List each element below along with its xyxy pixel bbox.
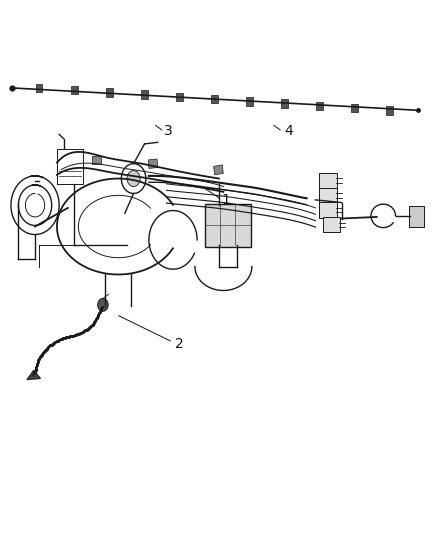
Bar — [71, 86, 78, 94]
Bar — [106, 88, 113, 96]
FancyBboxPatch shape — [409, 206, 424, 227]
Polygon shape — [27, 370, 40, 379]
FancyBboxPatch shape — [205, 204, 251, 247]
Bar — [176, 93, 183, 101]
Text: 1: 1 — [221, 193, 230, 207]
Bar — [281, 99, 288, 108]
Bar — [246, 97, 253, 106]
Text: 4: 4 — [285, 124, 293, 138]
Text: 2: 2 — [175, 337, 184, 351]
Bar — [214, 165, 223, 175]
Circle shape — [127, 171, 140, 187]
FancyBboxPatch shape — [323, 217, 340, 232]
Circle shape — [98, 298, 108, 311]
Bar — [148, 159, 158, 168]
Bar — [351, 104, 358, 112]
Text: 3: 3 — [164, 124, 173, 138]
Bar — [316, 102, 323, 110]
FancyBboxPatch shape — [319, 188, 337, 204]
Bar — [141, 91, 148, 99]
Bar — [92, 156, 101, 164]
Bar — [36, 84, 42, 92]
FancyBboxPatch shape — [319, 202, 337, 218]
Bar — [386, 106, 393, 115]
FancyBboxPatch shape — [319, 173, 337, 189]
Bar — [211, 95, 218, 103]
